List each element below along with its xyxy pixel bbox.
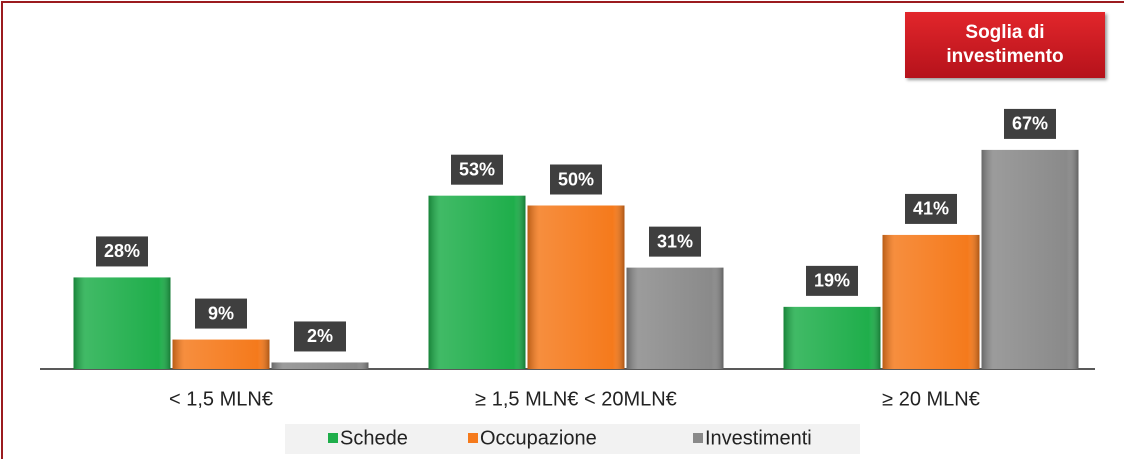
bar-shade [882, 234, 980, 369]
value-label-bg [195, 298, 247, 329]
bar-shade [626, 267, 724, 369]
value-label-bg [451, 154, 503, 185]
legend-swatch [468, 433, 478, 443]
x-tick-label: ≥ 20 MLN€ [882, 388, 980, 410]
value-label: 28% [104, 241, 140, 261]
value-label: 50% [558, 169, 594, 189]
legend-swatch [328, 433, 338, 443]
legend-label: Schede [340, 427, 408, 449]
x-tick-label: < 1,5 MLN€ [169, 388, 273, 410]
legend-swatch [693, 433, 703, 443]
value-label-bg [649, 226, 701, 257]
value-label-bg [550, 164, 602, 195]
bar-shade [981, 149, 1079, 369]
annotation: Soglia di investimento [905, 12, 1105, 78]
legend-bg [285, 424, 860, 454]
value-label-bg [1004, 108, 1056, 139]
bar-shade [271, 362, 369, 369]
value-label: 2% [307, 326, 333, 346]
legend-label: Occupazione [480, 427, 597, 449]
legend-label: Investimenti [705, 427, 812, 449]
value-label-bg [806, 265, 858, 296]
bar-shade [783, 306, 881, 369]
bar-shade [73, 277, 171, 369]
value-label-bg [905, 193, 957, 224]
value-label-bg [96, 236, 148, 267]
value-label: 41% [913, 199, 949, 219]
value-label: 9% [208, 303, 234, 323]
value-label-bg [294, 321, 346, 352]
bar-shade [527, 205, 625, 369]
value-label: 53% [459, 159, 495, 179]
x-tick-label: ≥ 1,5 MLN€ < 20MLN€ [475, 388, 677, 410]
bar-shade [172, 339, 270, 369]
value-label: 19% [814, 271, 850, 291]
value-label: 67% [1012, 114, 1048, 134]
bar-shade [428, 195, 526, 369]
value-label: 31% [657, 231, 693, 251]
